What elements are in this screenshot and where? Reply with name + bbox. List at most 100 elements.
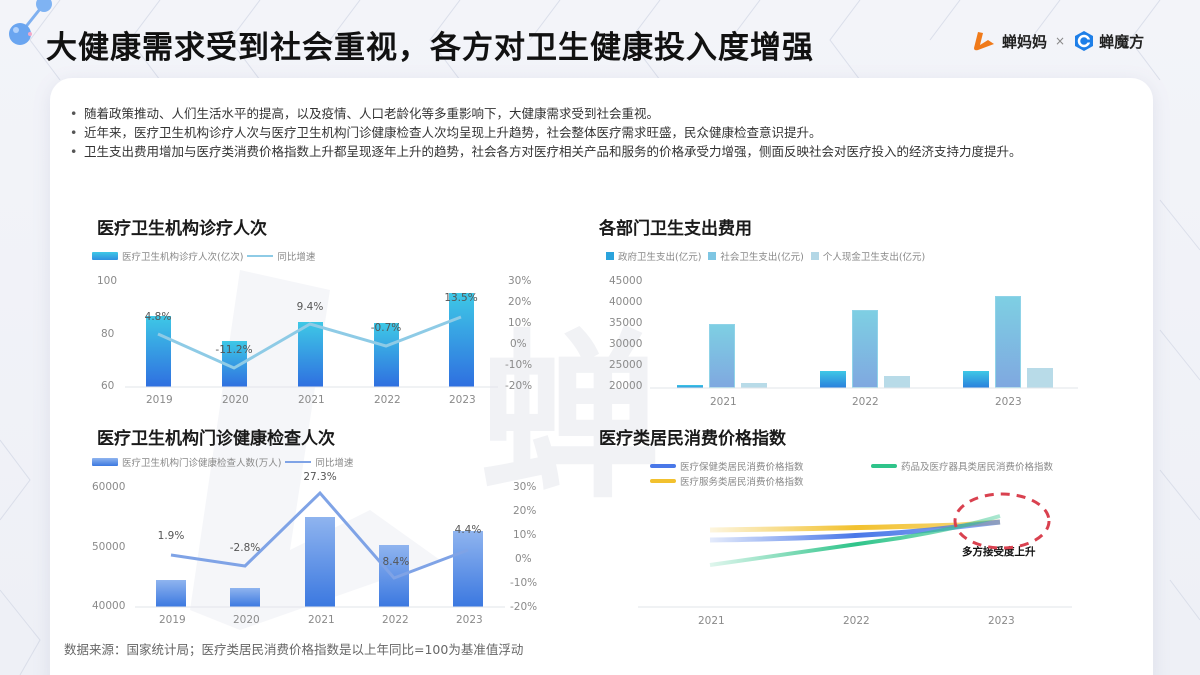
y2-tick: 20% bbox=[513, 505, 537, 517]
y-tick: 50000 bbox=[92, 541, 126, 553]
y2-tick: 10% bbox=[513, 529, 537, 541]
chart1-bar-2019 bbox=[146, 316, 171, 387]
y2-tick: -20% bbox=[510, 601, 538, 613]
brand-logos: 蝉妈妈 × 蝉魔方 bbox=[972, 30, 1144, 52]
x-tick: 2021 bbox=[698, 615, 725, 627]
chart3-growth-label: -8.4% bbox=[378, 556, 410, 568]
legend-label: 社会卫生支出(亿元) bbox=[720, 252, 804, 263]
x-tick: 2019 bbox=[146, 394, 173, 406]
legend-swatch bbox=[606, 252, 614, 260]
legend-line-swatch bbox=[871, 464, 897, 468]
x-tick: 2022 bbox=[382, 614, 409, 626]
chart3-bar-2020 bbox=[230, 588, 260, 607]
legend-swatch bbox=[708, 252, 717, 260]
chart4-legend-item: 药品及医疗器具类居民消费价格指数 bbox=[871, 459, 1053, 473]
y-tick: 60000 bbox=[92, 481, 126, 493]
y-tick: 40000 bbox=[92, 600, 126, 612]
y2-tick: 30% bbox=[513, 481, 537, 493]
chart3-growth-label: -2.8% bbox=[229, 542, 261, 554]
chart3-title: 医疗卫生机构门诊健康检查人次 bbox=[97, 429, 335, 449]
chart1-growth-label: -11.2% bbox=[215, 344, 253, 356]
legend-bar-swatch bbox=[92, 252, 118, 260]
chart4-legend-item: 医疗保健类居民消费价格指数 bbox=[650, 459, 804, 473]
y-tick: 20000 bbox=[609, 380, 643, 392]
brand-left-label: 蝉妈妈 bbox=[1002, 32, 1048, 51]
legend-label: 个人现金卫生支出(亿元) bbox=[822, 252, 926, 263]
chart3-bar-2022 bbox=[379, 545, 409, 607]
chart2-bar-social-2021 bbox=[709, 324, 735, 388]
x-tick: 2022 bbox=[374, 394, 401, 406]
chart4-legend-item: 医疗服务类居民消费价格指数 bbox=[650, 474, 804, 488]
chart1-growth-label: 4.8% bbox=[144, 311, 172, 323]
y-tick: 30000 bbox=[609, 338, 643, 350]
chart1-legend: 医疗卫生机构诊疗人次(亿次) 同比增速 bbox=[92, 249, 315, 263]
legend-label: 医疗保健类居民消费价格指数 bbox=[680, 462, 804, 473]
chart1-growth-label: 9.4% bbox=[296, 301, 324, 313]
summary-bullets: 随着政策推动、人们生活水平的提高，以及疫情、人口老龄化等多重影响下，大健康需求受… bbox=[68, 104, 1148, 161]
x-tick: 2022 bbox=[852, 396, 879, 408]
chart2-bar-personal-2022 bbox=[884, 376, 910, 388]
legend-label: 同比增速 bbox=[315, 458, 354, 469]
chart2-title: 各部门卫生支出费用 bbox=[599, 219, 752, 239]
x-tick: 2023 bbox=[995, 396, 1022, 408]
chart2-bar-gov-2021 bbox=[677, 385, 703, 388]
chart2-bar-gov-2022 bbox=[820, 371, 846, 388]
x-tick: 2023 bbox=[456, 614, 483, 626]
x-tick: 2022 bbox=[843, 615, 870, 627]
y2-tick: 20% bbox=[508, 296, 532, 308]
y-tick: 45000 bbox=[609, 275, 643, 287]
x-tick: 2023 bbox=[988, 615, 1015, 627]
chart1-growth-label: -0.7% bbox=[370, 322, 402, 334]
y2-tick: -10% bbox=[510, 577, 538, 589]
chart1-bar-2023 bbox=[449, 293, 474, 387]
legend-label: 医疗卫生机构门诊健康检查人数(万人) bbox=[122, 458, 282, 469]
chart2-bar-social-2022 bbox=[852, 310, 878, 388]
chart2-legend: 政府卫生支出(亿元) 社会卫生支出(亿元) 个人现金卫生支出(亿元) bbox=[606, 249, 925, 263]
legend-line-swatch bbox=[247, 255, 274, 257]
brand-separator: × bbox=[1055, 34, 1066, 48]
chanmama-logo-icon bbox=[974, 32, 994, 51]
legend-bar-swatch bbox=[92, 458, 118, 466]
x-tick: 2020 bbox=[233, 614, 260, 626]
bullet-item: 卫生支出费用增加与医疗类消费价格指数上升都呈现逐年上升的趋势，社会各方对医疗相关… bbox=[68, 142, 1148, 161]
chart3-bar-2021 bbox=[305, 517, 335, 607]
legend-label: 同比增速 bbox=[277, 252, 316, 263]
chanmofang-logo-icon bbox=[1075, 31, 1094, 51]
molecule-icon bbox=[9, 0, 52, 45]
page-title: 大健康需求受到社会重视，各方对卫生健康投入度增强 bbox=[46, 30, 814, 66]
x-tick: 2020 bbox=[222, 394, 249, 406]
x-tick: 2021 bbox=[710, 396, 737, 408]
x-tick: 2019 bbox=[159, 614, 186, 626]
x-tick: 2023 bbox=[449, 394, 476, 406]
legend-swatch bbox=[810, 252, 819, 260]
y2-tick: -10% bbox=[505, 359, 533, 371]
chart2-bar-social-2023 bbox=[995, 296, 1021, 388]
chart4-title: 医疗类居民消费价格指数 bbox=[599, 429, 786, 449]
data-source-note: 数据来源：国家统计局；医疗类居民消费价格指数是以上年同比=100为基准值浮动 bbox=[64, 642, 524, 657]
legend-line-swatch bbox=[650, 479, 676, 483]
chart3-growth-label: 4.4% bbox=[454, 524, 482, 536]
y-tick: 25000 bbox=[609, 359, 643, 371]
legend-label: 政府卫生支出(亿元) bbox=[618, 252, 702, 263]
bullet-item: 近年来，医疗卫生机构诊疗人次与医疗卫生机构门诊健康检查人次均呈现上升趋势，社会整… bbox=[68, 123, 1148, 142]
y2-tick: 10% bbox=[508, 317, 532, 329]
y2-tick: 0% bbox=[510, 338, 527, 350]
x-tick: 2021 bbox=[308, 614, 335, 626]
y-tick: 80 bbox=[101, 328, 115, 340]
chart3-bar-2019 bbox=[156, 580, 186, 607]
y2-tick: 30% bbox=[508, 275, 532, 287]
x-tick: 2021 bbox=[298, 394, 325, 406]
chart2-bar-personal-2021 bbox=[741, 383, 767, 388]
legend-label: 医疗服务类居民消费价格指数 bbox=[680, 477, 804, 488]
legend-label: 药品及医疗器具类居民消费价格指数 bbox=[901, 462, 1054, 473]
chart1-title: 医疗卫生机构诊疗人次 bbox=[97, 219, 267, 239]
legend-line-swatch bbox=[285, 461, 312, 463]
chart3-growth-label: 27.3% bbox=[303, 471, 337, 483]
chart1-bar-2021 bbox=[298, 322, 323, 387]
y-tick: 35000 bbox=[609, 317, 643, 329]
chart4-annotation: 多方接受度上升 bbox=[962, 546, 1036, 558]
y2-tick: 0% bbox=[515, 553, 532, 565]
y-tick: 100 bbox=[97, 275, 118, 287]
chart3-bar-2023 bbox=[453, 531, 483, 607]
bullet-item: 随着政策推动、人们生活水平的提高，以及疫情、人口老龄化等多重影响下，大健康需求受… bbox=[68, 104, 1148, 123]
